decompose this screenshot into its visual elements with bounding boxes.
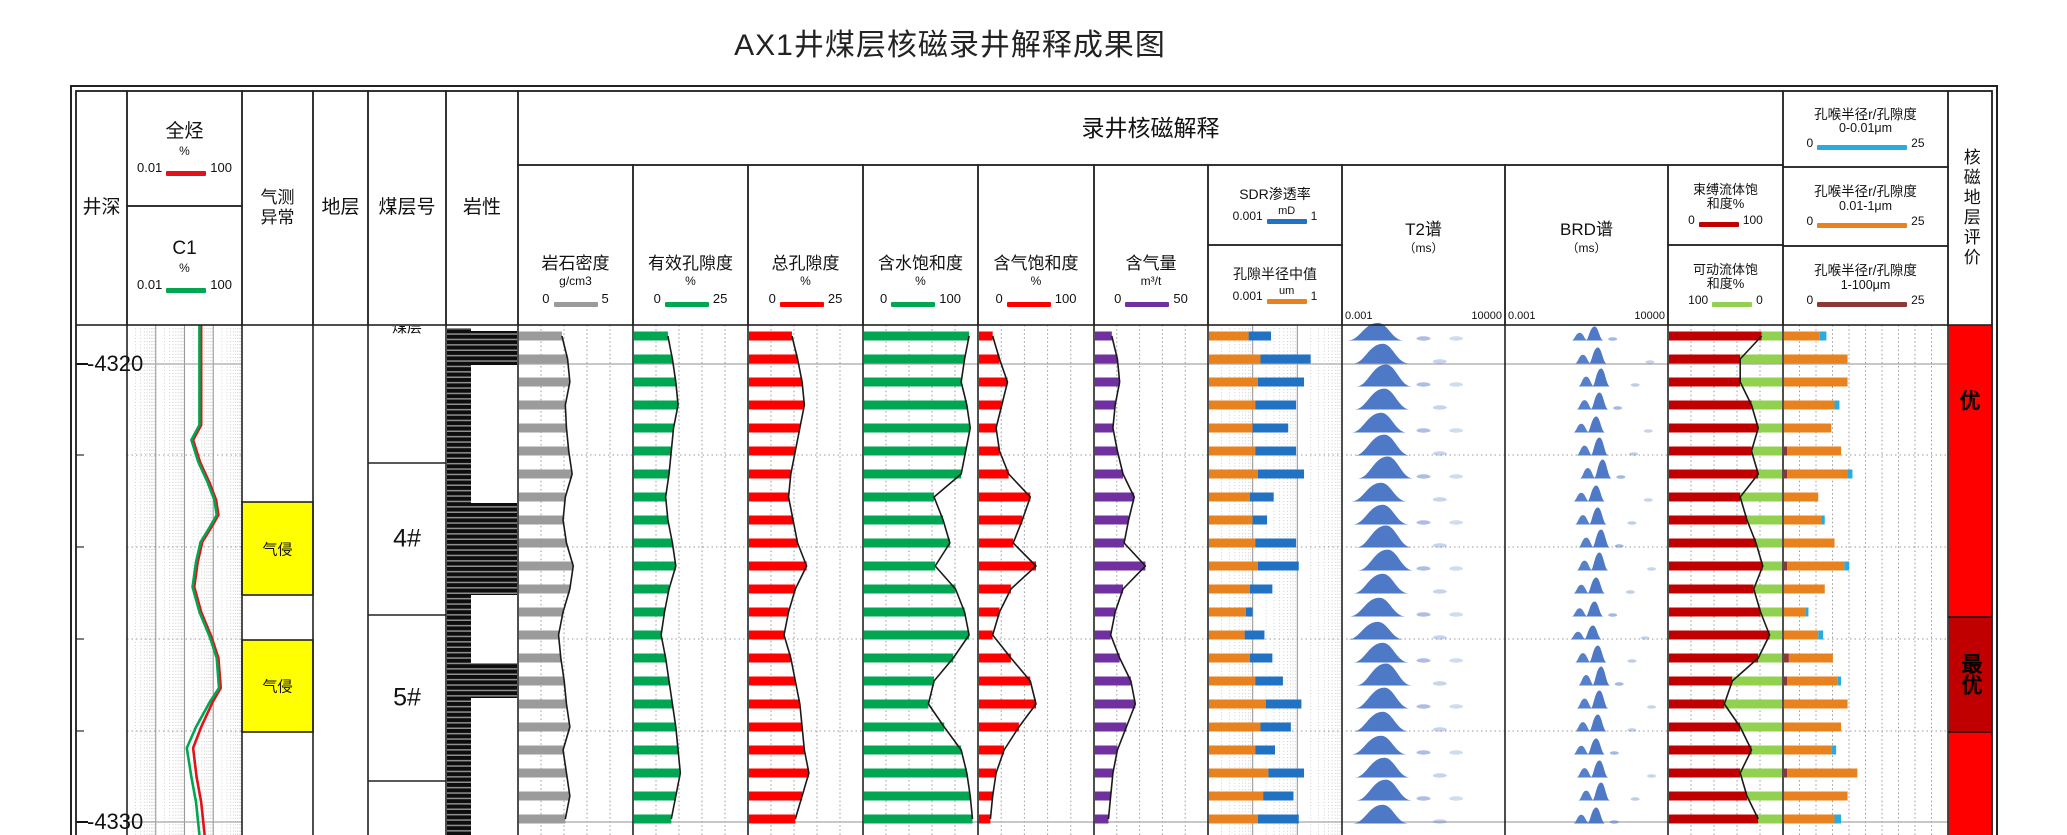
c1-unit: % bbox=[179, 260, 190, 275]
coal-seam-label-clipped: 煤层 bbox=[368, 326, 446, 346]
depth-label: 井深 bbox=[82, 197, 121, 219]
header-gas-content: 含气量 m³/t 0 50 bbox=[1114, 253, 1188, 307]
throat-mid-scale-line bbox=[1817, 222, 1908, 228]
gas-invasion-label: 气侵 bbox=[262, 678, 293, 696]
c1-scale-line bbox=[166, 288, 207, 294]
header-seam: 煤层号 bbox=[378, 197, 436, 219]
bound-scale-line bbox=[1698, 222, 1739, 228]
header-group-nmr: 录井核磁解释 bbox=[1081, 114, 1220, 141]
header-gas-anomaly: 气测 异常 bbox=[260, 188, 295, 227]
header-lithology: 岩性 bbox=[462, 197, 501, 219]
depth-tick-label: -4330 bbox=[87, 809, 144, 834]
sdr-scale-line bbox=[1266, 218, 1307, 224]
header-t2: T2谱 （ms） 0.001 10000 bbox=[1345, 220, 1502, 323]
c1-name: C1 bbox=[172, 237, 197, 259]
evaluation-label: 最优 bbox=[1959, 653, 1982, 695]
density-scale-line bbox=[553, 302, 598, 307]
page-title: AX1井煤层核磁录井解释成果图 bbox=[734, 29, 1166, 62]
throat-coarse-scale-line bbox=[1817, 301, 1908, 307]
header-total-porosity: 总孔隙度 % 0 25 bbox=[768, 253, 843, 307]
depth-tick-label: -4320 bbox=[87, 351, 144, 376]
water-scale-line bbox=[891, 302, 936, 307]
header-depth: 井深 bbox=[76, 91, 127, 325]
thc-name: 全烃 bbox=[165, 120, 204, 142]
coal-seam-label: 4# bbox=[393, 524, 421, 553]
prm-scale-line bbox=[1266, 298, 1307, 304]
header-throat-fine: 孔喉半径r/孔隙度 0-0.01μm 0 25 bbox=[1806, 106, 1925, 151]
thc-scale: 0.01 100 bbox=[136, 160, 232, 177]
header-sdr-perm: SDR渗透率 0.001 mD 1 bbox=[1232, 186, 1318, 224]
header-evaluation: 核磁地层评价 bbox=[1960, 148, 1980, 268]
header-throat-mid: 孔喉半径r/孔隙度 0.01-1μm 0 25 bbox=[1806, 184, 1925, 228]
movable-scale-line bbox=[1712, 302, 1753, 308]
evaluation-label: 优 bbox=[1959, 390, 1981, 413]
tot-scale-line bbox=[779, 302, 824, 307]
coal-seam-label: 5# bbox=[393, 683, 421, 712]
thc-scale-line bbox=[166, 171, 207, 177]
throat-fine-scale-line bbox=[1817, 145, 1908, 151]
gassat-scale-line bbox=[1006, 302, 1051, 307]
header-brd: BRD谱 （ms） 0.001 10000 bbox=[1508, 220, 1665, 323]
header-eff-porosity: 有效孔隙度 % 0 25 bbox=[648, 253, 733, 307]
header-bound-fluid: 束缚流体饱 和度% 0 100 bbox=[1688, 181, 1763, 228]
header-c1: C1 % 0.01 100 bbox=[127, 206, 242, 325]
gas-invasion-label: 气侵 bbox=[262, 541, 293, 558]
thc-unit: % bbox=[179, 143, 190, 158]
header-throat-coarse: 孔喉半径r/孔隙度 1-100μm 0 25 bbox=[1806, 263, 1925, 307]
header-pore-radius-median: 孔隙半径中值 0.001 um 1 bbox=[1232, 266, 1318, 304]
header-strata: 地层 bbox=[321, 197, 360, 219]
coal-seam-label: 煤层 bbox=[391, 326, 422, 336]
header-movable-fluid: 可动流体饱 和度% 100 0 bbox=[1688, 261, 1763, 308]
header-water-sat: 含水饱和度 % 0 100 bbox=[878, 253, 963, 307]
c1-scale: 0.01 100 bbox=[136, 277, 232, 294]
gascont-scale-line bbox=[1125, 302, 1170, 307]
header-thc: 全烃 % 0.01 100 bbox=[127, 91, 242, 206]
header-gas-sat: 含气饱和度 % 0 100 bbox=[993, 253, 1079, 307]
eff-scale-line bbox=[664, 302, 709, 307]
